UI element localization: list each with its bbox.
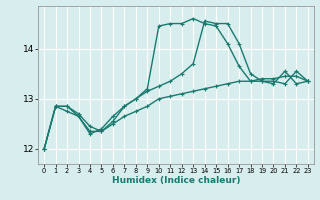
X-axis label: Humidex (Indice chaleur): Humidex (Indice chaleur) — [112, 176, 240, 185]
